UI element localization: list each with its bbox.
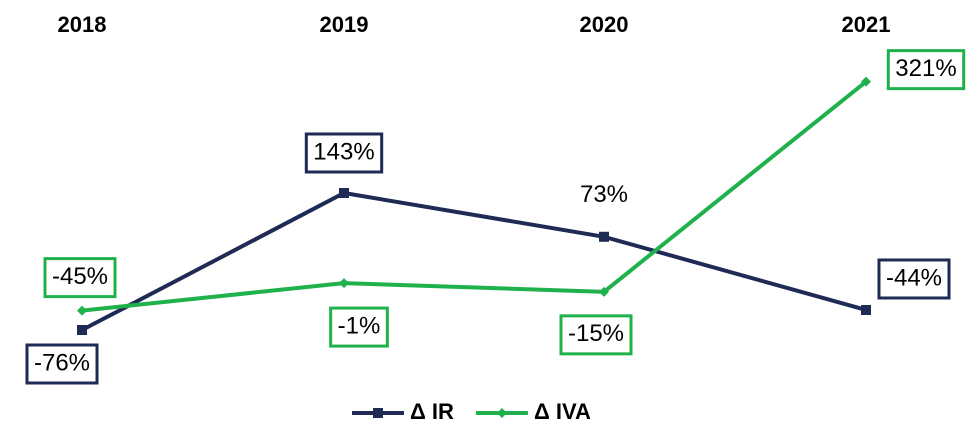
marker [77, 325, 87, 336]
data-label-box [886, 49, 966, 91]
data-label-box [25, 343, 99, 385]
marker [861, 76, 871, 87]
data-label: -44% [886, 264, 942, 291]
legend-label: Δ IR [410, 399, 454, 424]
x-tick-label: 2020 [580, 12, 629, 37]
data-label-group: -76% [25, 343, 99, 385]
series-line [81, 80, 868, 313]
data-label-box [43, 257, 117, 299]
data-label-group: -15% [559, 314, 633, 356]
data-label: -1% [338, 312, 381, 339]
marker [77, 305, 87, 316]
marker [339, 187, 349, 198]
data-label-group: 73% [580, 181, 628, 208]
x-tick-label: 2018 [58, 12, 107, 37]
data-label-group: -45% [43, 257, 117, 299]
data-label-box [559, 314, 633, 356]
x-tick-label: 2019 [320, 12, 369, 37]
data-label: 143% [313, 138, 374, 165]
marker [599, 231, 609, 242]
x-tick-label: 2021 [842, 12, 891, 37]
series-line [81, 190, 867, 332]
data-label-box [877, 258, 951, 300]
data-label-group: -44% [877, 258, 951, 300]
data-label: -15% [568, 320, 624, 347]
data-label-group: 143% [304, 132, 384, 174]
marker [373, 408, 383, 418]
data-label-box [329, 306, 389, 348]
legend-label: Δ IVA [534, 399, 591, 424]
marker [496, 408, 507, 418]
marker [599, 286, 609, 297]
marker [339, 278, 349, 289]
data-label-box [304, 132, 384, 174]
data-label: 321% [895, 55, 956, 82]
data-label-group: -1% [329, 306, 389, 348]
marker [861, 304, 871, 315]
data-label-group: 321% [886, 49, 966, 91]
data-label: 73% [580, 181, 628, 208]
data-label: -76% [34, 349, 90, 376]
data-label: -45% [52, 263, 108, 290]
